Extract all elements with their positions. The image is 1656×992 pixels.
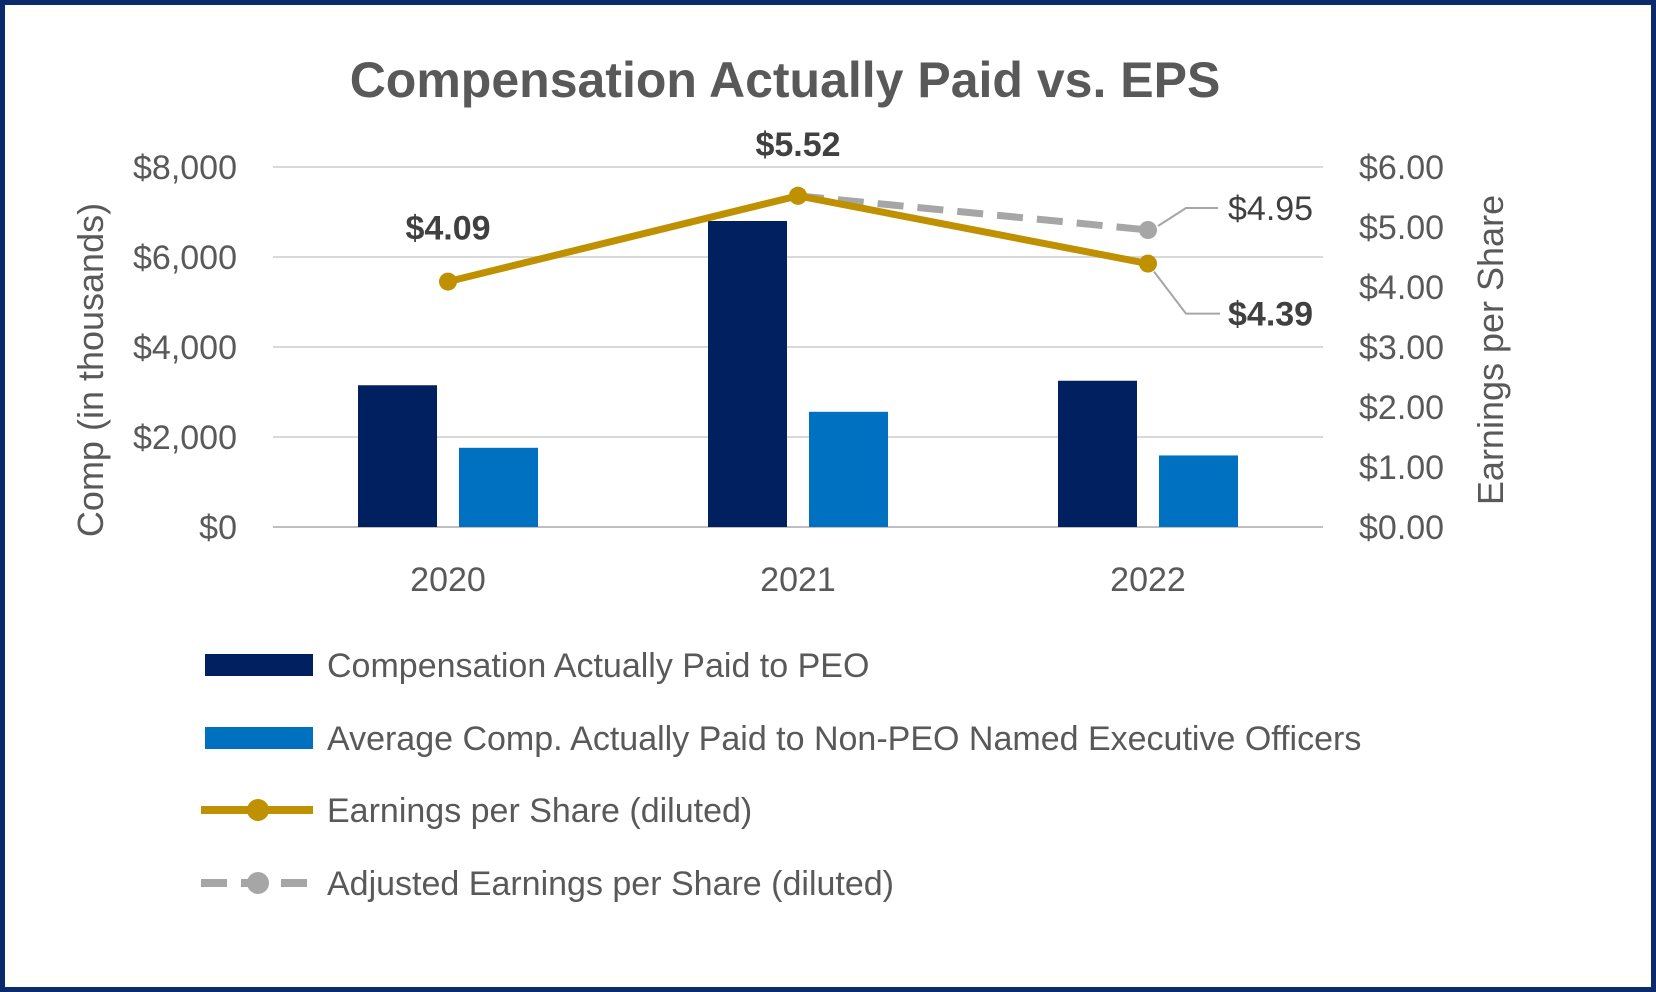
- chart-title: Compensation Actually Paid vs. EPS: [350, 52, 1221, 108]
- y-tick-label-right: $4.00: [1359, 269, 1444, 307]
- x-tick-label: 2021: [760, 561, 836, 599]
- legend-item: Adjusted Earnings per Share (diluted): [201, 865, 894, 903]
- adjusted-eps-point: [1139, 221, 1157, 239]
- y-tick-label: $2,000: [133, 419, 237, 457]
- y-tick-label: $4,000: [133, 329, 237, 367]
- eps-point: [1139, 254, 1157, 273]
- legend-label: Average Comp. Actually Paid to Non-PEO N…: [327, 720, 1361, 758]
- bar-peo: [358, 385, 437, 527]
- bars: [358, 221, 1238, 527]
- x-tick-label: 2020: [410, 561, 486, 599]
- legend: Compensation Actually Paid to PEO Average…: [201, 647, 1361, 903]
- legend-marker: [247, 799, 269, 821]
- bar-non-peo: [459, 447, 538, 527]
- y-tick-label-right: $6.00: [1359, 149, 1444, 187]
- adjusted-eps-data-label: $4.95: [1228, 190, 1313, 228]
- left-axis-ticks: $0 $2,000 $4,000 $6,000 $8,000: [133, 149, 237, 547]
- y-tick-label: $6,000: [133, 239, 237, 277]
- y-tick-label: $0: [199, 509, 237, 547]
- legend-item: Average Comp. Actually Paid to Non-PEO N…: [205, 720, 1361, 758]
- eps-data-label: $5.52: [755, 126, 840, 164]
- legend-swatch: [205, 654, 313, 676]
- bar-peo: [1058, 380, 1137, 527]
- legend-marker: [247, 872, 269, 894]
- eps-point: [789, 186, 807, 205]
- eps-leader-line: [1153, 270, 1220, 315]
- eps-line: [447, 192, 1149, 285]
- right-axis-ticks: $0.00 $1.00 $2.00 $3.00 $4.00 $5.00 $6.00: [1359, 149, 1444, 547]
- legend-label: Compensation Actually Paid to PEO: [327, 647, 869, 685]
- y-axis-label: Comp (in thousands): [70, 203, 111, 537]
- x-tick-label: 2022: [1110, 561, 1186, 599]
- bar-peo: [708, 221, 787, 527]
- y-tick-label-right: $5.00: [1359, 209, 1444, 247]
- y-tick-label-right: $2.00: [1359, 389, 1444, 427]
- legend-item: Earnings per Share (diluted): [201, 792, 752, 830]
- legend-label: Earnings per Share (diluted): [327, 792, 752, 830]
- eps-data-label: $4.09: [405, 210, 490, 248]
- legend-swatch: [205, 727, 313, 749]
- adjusted-eps-leader-line: [1157, 207, 1218, 227]
- y-tick-label-right: $1.00: [1359, 449, 1444, 487]
- legend-label: Adjusted Earnings per Share (diluted): [327, 865, 894, 903]
- eps-point: [439, 272, 457, 291]
- y-tick-label-right: $3.00: [1359, 329, 1444, 367]
- y-axis-label-right: Earnings per Share: [1470, 195, 1511, 505]
- bar-non-peo: [809, 411, 888, 527]
- lines: $4.09 $5.52 $4.39 $4.95: [405, 126, 1313, 334]
- bar-non-peo: [1159, 455, 1238, 527]
- y-tick-label: $8,000: [133, 149, 237, 187]
- eps-data-label: $4.39: [1228, 296, 1313, 334]
- legend-item: Compensation Actually Paid to PEO: [205, 647, 869, 685]
- chart: Compensation Actually Paid vs. EPS $4.09…: [70, 52, 1511, 903]
- adjusted-eps-line: [797, 192, 1149, 234]
- x-axis-ticks: 2020 2021 2022: [410, 561, 1186, 599]
- y-tick-label-right: $0.00: [1359, 509, 1444, 547]
